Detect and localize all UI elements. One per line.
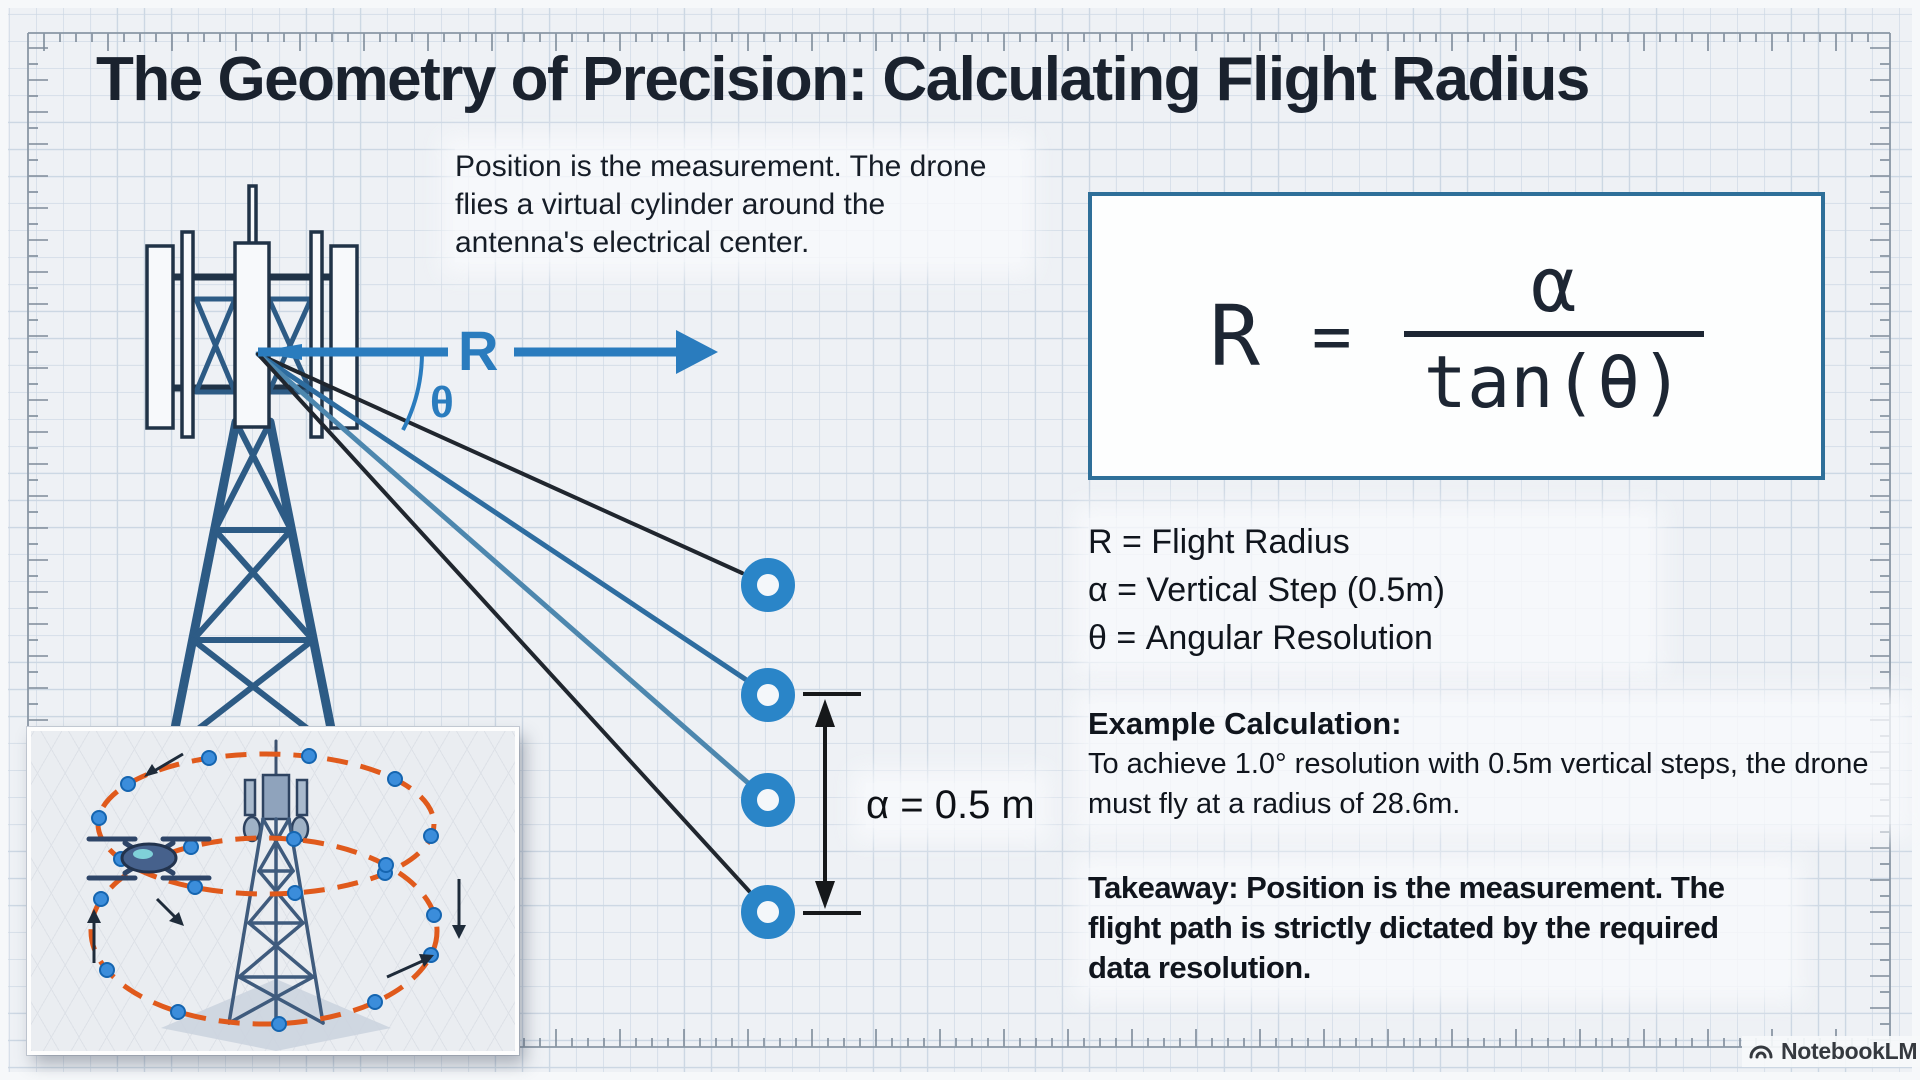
vertical-step-value-label: α = 0.5 m [866, 783, 1035, 828]
orbit-direction-arrows [87, 752, 466, 979]
drone-orbit-illustration [86, 739, 466, 1051]
theta-angle-label: θ [430, 378, 454, 427]
formula-equals-sign: = [1311, 297, 1352, 375]
drone-position-markers [741, 558, 795, 939]
page-title: The Geometry of Precision: Calculating F… [96, 45, 1590, 114]
formula-fraction: α tan(θ) [1403, 240, 1704, 425]
formula-lhs: R [1209, 287, 1260, 385]
drone-icon [86, 836, 212, 881]
sightline-fan [255, 351, 751, 893]
formula-denominator: tan(θ) [1423, 340, 1684, 424]
notebooklm-watermark: NotebookLM [1742, 1036, 1920, 1067]
inset-tower [227, 739, 325, 1029]
vertical-step-dimension [803, 692, 861, 915]
intro-text: Position is the measurement. The drone f… [455, 148, 1020, 262]
notebooklm-logo-icon [1749, 1045, 1773, 1058]
formula-box: R = α tan(θ) [1088, 192, 1825, 480]
fraction-bar [1403, 331, 1704, 337]
example-heading: Example Calculation: [1088, 706, 1402, 741]
radius-arrow-label: R [458, 319, 499, 382]
legend-item-theta: θ = Angular Resolution [1088, 619, 1433, 657]
legend-item-alpha: α = Vertical Step (0.5m) [1088, 571, 1445, 609]
example-body: To achieve 1.0° resolution with 0.5m ver… [1088, 748, 1869, 820]
takeaway-text: Takeaway: Position is the measurement. T… [1088, 868, 1788, 988]
radius-arrow [255, 330, 718, 374]
theta-arc [401, 351, 425, 431]
legend-item-radius: R = Flight Radius [1088, 523, 1350, 561]
example-calculation: Example Calculation: To achieve 1.0° res… [1088, 704, 1898, 824]
symbol-legend: R = Flight Radius α = Vertical Step (0.5… [1088, 518, 1648, 662]
notebooklm-label: NotebookLM [1781, 1038, 1918, 1064]
formula-numerator: α [1530, 240, 1577, 329]
drone-orbit-inset-image [27, 727, 519, 1055]
